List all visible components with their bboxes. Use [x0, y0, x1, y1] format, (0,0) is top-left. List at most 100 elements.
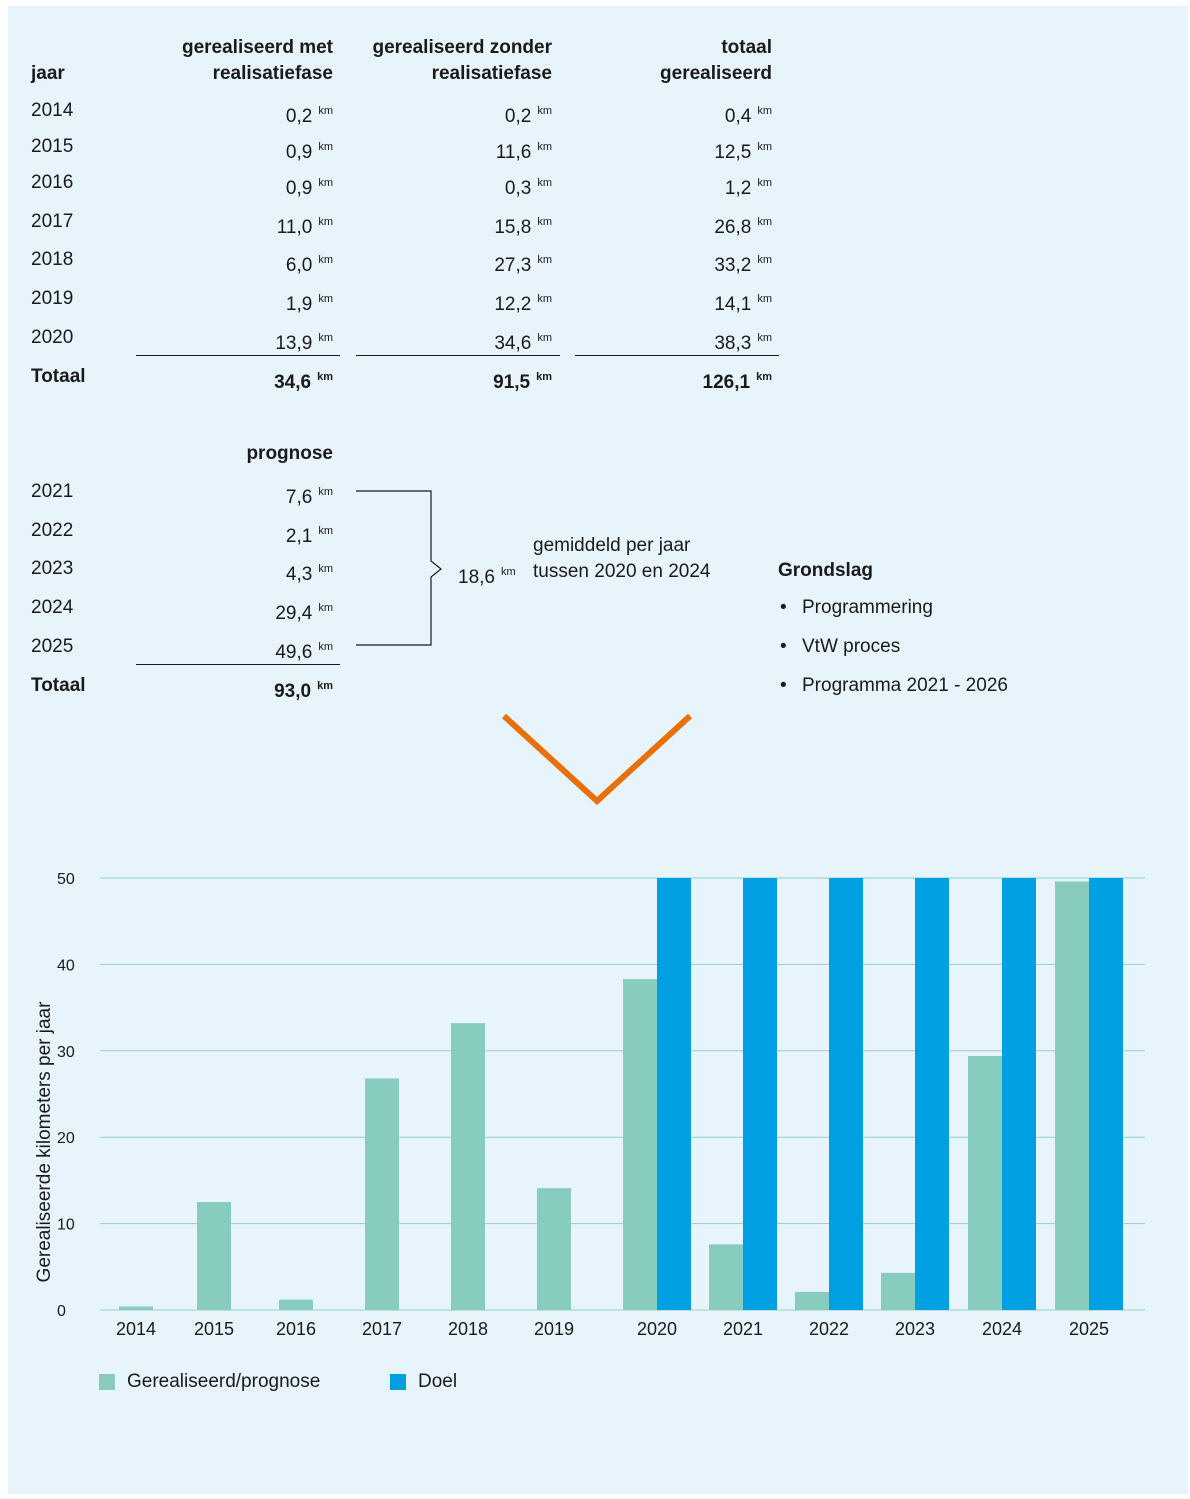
- y-tick-label: 50: [57, 871, 75, 888]
- table1-row-c2: 12,2 km: [494, 293, 552, 315]
- bar-realised-2025: [1055, 881, 1089, 1310]
- bar-realised-2018: [451, 1023, 485, 1310]
- bar-target-2021: [743, 878, 777, 1310]
- bar-realised-2021: [709, 1244, 743, 1310]
- table2-row-value: 29,4 km: [275, 602, 333, 624]
- header-jaar: jaar: [31, 63, 65, 84]
- x-tick-label: 2022: [809, 1319, 849, 1339]
- x-tick-label: 2025: [1069, 1319, 1109, 1339]
- table1-row-c2: 0,3 km: [504, 177, 552, 199]
- bar-realised-2023: [881, 1272, 915, 1310]
- table1-row-c2: 11,6 km: [495, 141, 552, 163]
- legend-label-realised: Gerealiseerd/prognose: [127, 1371, 321, 1392]
- grondslag-bullet-2: •: [780, 636, 787, 657]
- x-tick-label: 2015: [194, 1319, 234, 1339]
- bar-realised-2020: [623, 979, 657, 1310]
- table1-row-c2: 15,8 km: [494, 216, 552, 238]
- y-tick-label: 40: [57, 957, 75, 974]
- table1-total-label: Totaal: [31, 366, 86, 387]
- grondslag-item-1: Programmering: [802, 597, 933, 618]
- average-label-line1: gemiddeld per jaar: [533, 535, 691, 556]
- x-tick-label: 2020: [637, 1319, 677, 1339]
- average-value: 18,6 km: [458, 566, 516, 588]
- table2-row-year: 2022: [31, 520, 74, 541]
- x-tick-label: 2024: [982, 1319, 1022, 1339]
- table1-row-year: 2017: [31, 211, 74, 232]
- x-tick-label: 2021: [723, 1319, 763, 1339]
- table2-row-value: 49,6 km: [275, 641, 333, 663]
- table1-row-c1: 11,0 km: [276, 216, 333, 238]
- bar-target-2025: [1089, 878, 1123, 1310]
- y-tick-label: 0: [57, 1303, 66, 1320]
- y-tick-label: 20: [57, 1130, 75, 1147]
- grondslag-bullet-3: •: [780, 675, 787, 696]
- x-tick-label: 2018: [448, 1319, 488, 1339]
- bar-realised-2022: [795, 1291, 829, 1310]
- y-tick-label: 30: [57, 1044, 75, 1061]
- table2-row-value: 7,6 km: [285, 486, 333, 508]
- table2-total-label: Totaal: [31, 675, 86, 696]
- table1-row-c2: 27,3 km: [494, 254, 552, 276]
- table2-row-value: 2,1 km: [285, 525, 333, 547]
- header-col1-line1: gerealiseerd met: [181, 37, 333, 58]
- grondslag-item-3: Programma 2021 - 2026: [802, 675, 1008, 696]
- table1-sum-line-2: [356, 355, 560, 356]
- table1-row-c1: 1,9 km: [285, 293, 333, 315]
- header-col3-line1: totaal: [721, 37, 772, 58]
- table1-row-c1: 0,9 km: [285, 141, 333, 163]
- table1-row-year: 2014: [31, 100, 74, 121]
- table1-row-year: 2016: [31, 172, 74, 193]
- x-tick-label: 2023: [895, 1319, 935, 1339]
- table1-row-c3: 1,2 km: [724, 177, 772, 199]
- header-col3-line2: gerealiseerd: [660, 63, 772, 84]
- bar-realised-2024: [968, 1055, 1002, 1310]
- table1-row-c3: 14,1 km: [714, 293, 772, 315]
- table2-row-year: 2021: [31, 481, 74, 502]
- table1-row-year: 2020: [31, 327, 74, 348]
- bar-realised-2016: [279, 1299, 313, 1310]
- grondslag-bullet-1: •: [780, 597, 787, 618]
- header-col1-line2: realisatiefase: [212, 63, 333, 84]
- y-axis-label: Gerealiseerde kilometers per jaar: [34, 1001, 55, 1283]
- table2-row-year: 2024: [31, 597, 74, 618]
- table1-row-year: 2015: [31, 136, 74, 157]
- table2-header: prognose: [246, 443, 333, 464]
- table1-row-c3: 33,2 km: [714, 254, 772, 276]
- table1-row-c3: 26,8 km: [714, 216, 772, 238]
- grondslag-item-2: VtW proces: [802, 636, 901, 657]
- bar-realised-2019: [537, 1188, 571, 1310]
- bar-target-2024: [1002, 878, 1036, 1310]
- table1-sum-line-3: [575, 355, 779, 356]
- legend-label-target: Doel: [418, 1371, 458, 1392]
- bar-target-2022: [829, 878, 863, 1310]
- table2-row-value: 4,3 km: [285, 563, 333, 585]
- bar-target-2020: [657, 878, 691, 1310]
- table1-row-c3: 38,3 km: [714, 332, 772, 354]
- x-tick-label: 2016: [276, 1319, 316, 1339]
- bar-realised-2015: [197, 1202, 231, 1310]
- table1-row-c1: 6,0 km: [285, 254, 333, 276]
- table2-total-value: 93,0 km: [274, 680, 333, 702]
- table1-sum-line-1: [136, 355, 340, 356]
- bar-target-2023: [915, 878, 949, 1310]
- x-tick-label: 2019: [534, 1319, 574, 1339]
- table1-row-c1: 13,9 km: [275, 332, 333, 354]
- table1-total-c1: 34,6 km: [274, 371, 333, 393]
- legend-swatch-target: [390, 1374, 406, 1390]
- header-col2-line2: realisatiefase: [431, 63, 552, 84]
- bar-realised-2014: [119, 1306, 153, 1310]
- table2-sum-line: [136, 664, 340, 665]
- average-label-line2: tussen 2020 en 2024: [533, 561, 711, 582]
- table1-row-c1: 0,9 km: [285, 177, 333, 199]
- table1-row-c2: 34,6 km: [494, 332, 552, 354]
- header-col2-line1: gerealiseerd zonder: [372, 37, 552, 58]
- table2-row-year: 2023: [31, 558, 74, 579]
- table1-row-year: 2019: [31, 288, 74, 309]
- table1-row-year: 2018: [31, 249, 74, 270]
- legend-swatch-realised: [99, 1374, 115, 1390]
- table1-row-c3: 0,4 km: [724, 105, 772, 127]
- bracket-lines: [356, 490, 442, 646]
- x-tick-label: 2014: [116, 1319, 156, 1339]
- table1-row-c3: 12,5 km: [714, 141, 772, 163]
